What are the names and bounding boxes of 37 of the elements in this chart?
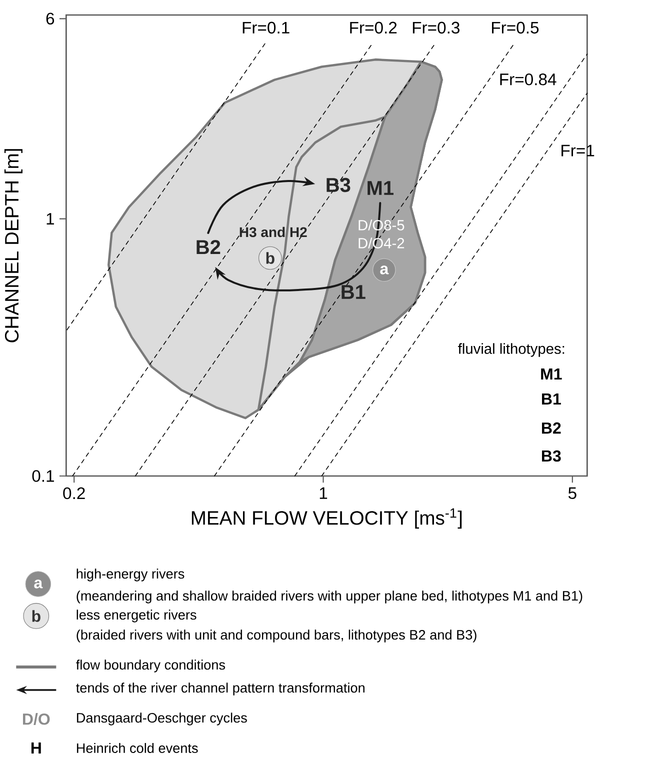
text: Dansgaard-Oeschger cycles [76, 712, 247, 726]
text: H [31, 742, 41, 754]
y-tick-label: 6 [46, 12, 54, 25]
text: D/O [22, 713, 50, 725]
text: tends of the river channel pattern transformation [76, 682, 364, 696]
y-tick-label: 0.1 [32, 470, 54, 482]
text: b [32, 610, 40, 622]
text: flow boundary conditions [76, 660, 225, 672]
annotation: a [380, 266, 389, 274]
text: high-energy rivers [76, 568, 184, 582]
y-tick-label: 1 [46, 213, 54, 225]
text: a [34, 580, 43, 588]
x-tick-label: 5 [568, 487, 576, 499]
annotation: B1 [542, 394, 561, 404]
x-tick-label: 1 [320, 487, 327, 499]
annotation: B1 [342, 285, 366, 299]
series-label: Fr=0.84 [500, 73, 556, 86]
series-label: Fr=0.3 [412, 22, 460, 34]
annotation: fluvial lithotypes: [458, 343, 564, 357]
annotation: H3 and H2 [240, 226, 307, 238]
y-axis-title: CHANNEL DEPTH [m] [4, 149, 22, 342]
series-label: Fr=0.5 [492, 22, 539, 34]
annotation: B3 [542, 450, 561, 462]
series-label: Fr=0.1 [242, 22, 290, 34]
annotation: B3 [326, 178, 350, 192]
x-tick-label: 0.2 [63, 487, 85, 500]
annotation: M1 [368, 181, 394, 195]
annotation: M1 [541, 368, 562, 380]
annotation: B2 [196, 240, 220, 254]
text: (braided rivers with unit and compound bars, lithotypes B2 and B3) [76, 630, 476, 642]
annotation: B2 [542, 422, 561, 434]
annotation: b [266, 252, 274, 264]
x-axis-title: MEAN FLOW VELOCITY [ms$^{-1}$] [192, 508, 462, 529]
text: Heinrich cold events [76, 743, 198, 753]
text: (meandering and shallow braided rivers with upper plane bed, lithotypes M1 and B1) [76, 590, 582, 604]
text: less energetic rivers [76, 610, 196, 622]
series-label: Fr=0.2 [350, 22, 397, 34]
